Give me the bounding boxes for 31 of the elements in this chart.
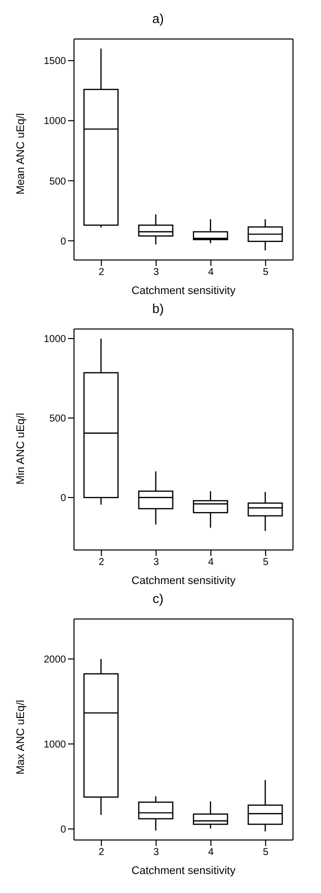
x-tick-label: 4: [208, 267, 214, 278]
x-tick-label: 5: [262, 267, 269, 278]
x-tick-label: 4: [208, 557, 214, 568]
y-tick-label: 0: [60, 824, 66, 836]
y-tick-label: 500: [49, 176, 66, 188]
y-tick-label: 0: [60, 493, 66, 504]
y-axis-title: Mean ANC uEq/l: [14, 113, 27, 194]
x-tick-label: 2: [98, 847, 105, 858]
x-tick-label: 2: [98, 557, 105, 568]
x-tick-label: 5: [262, 557, 269, 568]
x-tick-label: 2: [98, 267, 105, 278]
chart-title: b): [151, 300, 165, 318]
y-tick-label: 1500: [44, 56, 66, 68]
y-tick-label: 0: [60, 236, 66, 248]
y-axis-title: Min ANC uEq/l: [14, 412, 27, 484]
x-axis-title: Catchment sensitivity: [132, 575, 236, 587]
x-tick-label: 3: [153, 847, 160, 858]
x-tick-label: 5: [262, 847, 269, 858]
y-tick-label: 1000: [44, 116, 66, 128]
x-tick-label: 3: [153, 557, 160, 568]
y-tick-label: 2000: [44, 654, 66, 666]
x-axis-title: Catchment sensitivity: [132, 865, 236, 877]
x-tick-label: 3: [153, 267, 160, 278]
x-tick-label: 4: [208, 847, 214, 858]
y-tick-label: 1000: [44, 334, 66, 346]
y-tick-label: 500: [49, 414, 66, 425]
x-axis-title: Catchment sensitivity: [132, 285, 236, 297]
chart-title: a): [151, 10, 165, 28]
y-axis-title: Max ANC uEq/l: [14, 700, 27, 774]
y-tick-label: 1000: [44, 740, 66, 750]
chart-title: c): [152, 590, 164, 608]
